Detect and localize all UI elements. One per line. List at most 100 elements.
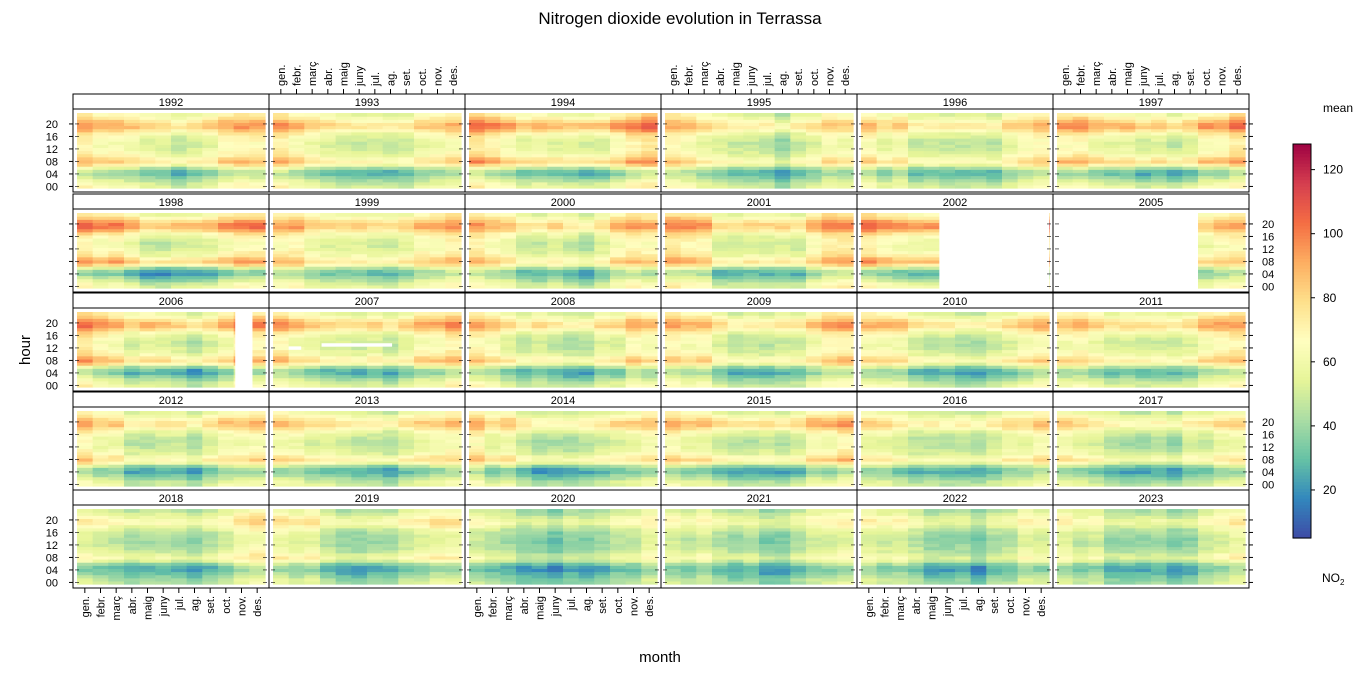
heat-cell (970, 116, 987, 120)
heat-cell (218, 377, 235, 382)
heat-cell (1072, 178, 1089, 183)
heat-cell (171, 358, 188, 363)
heat-cell (202, 131, 219, 136)
heat-cell (516, 321, 533, 326)
heat-cell (790, 119, 807, 123)
heat-cell (382, 241, 399, 245)
heat-cell (429, 355, 446, 360)
heat-cell (680, 266, 697, 270)
heat-cell (273, 358, 290, 363)
heat-cell (92, 330, 109, 335)
heat-cell (351, 228, 368, 233)
heat-cell (77, 122, 94, 127)
heat-cell (547, 119, 564, 123)
heat-cell (531, 256, 548, 261)
heat-cell (837, 318, 854, 322)
heat-cell (876, 216, 893, 220)
heat-cell (77, 263, 94, 267)
heat-cell (908, 150, 925, 155)
heat-cell (202, 247, 219, 252)
heat-cell (1229, 250, 1246, 255)
heat-cell (531, 172, 548, 177)
heat-cell (92, 327, 109, 332)
heat-cell (351, 231, 368, 236)
heat-cell (124, 122, 141, 127)
heat-cell (727, 253, 744, 258)
heat-cell (578, 346, 595, 351)
heat-cell (335, 241, 352, 245)
heat-cell (790, 327, 807, 332)
heat-cell (335, 213, 352, 217)
heat-cell (351, 156, 368, 161)
heat-cell (594, 383, 611, 388)
heat-cell (578, 172, 595, 177)
heat-cell (414, 184, 431, 189)
heat-cell (1135, 163, 1152, 167)
heat-cell (429, 159, 446, 164)
heat-cell (171, 281, 188, 286)
heat-cell (233, 259, 250, 264)
heat-cell (625, 327, 642, 332)
heat-cell (429, 278, 446, 283)
heat-cell (484, 225, 501, 230)
heat-cell (578, 333, 595, 338)
heat-cell (273, 138, 290, 142)
heat-cell (304, 141, 321, 145)
heat-cell (351, 175, 368, 180)
heat-cell (218, 362, 235, 366)
heat-cell (445, 327, 462, 332)
heat-cell (790, 175, 807, 180)
heat-cell (531, 144, 548, 148)
heat-cell (680, 138, 697, 142)
heat-cell (837, 272, 854, 277)
heat-cell (908, 116, 925, 120)
heat-cell (233, 159, 250, 164)
heat-cell (484, 343, 501, 347)
heat-cell (759, 362, 776, 366)
heat-cell (335, 184, 352, 189)
heat-cell (892, 113, 909, 117)
heat-cell (610, 266, 627, 270)
heat-cell (908, 169, 925, 173)
heat-cell (273, 327, 290, 332)
heat-cell (861, 365, 878, 369)
heat-cell (1213, 256, 1230, 261)
heat-cell (500, 166, 517, 170)
heat-cell (821, 380, 838, 385)
heat-cell (759, 330, 776, 335)
heat-cell (367, 225, 384, 230)
heat-cell (186, 266, 203, 270)
heat-cell (641, 315, 658, 319)
heat-cell (876, 225, 893, 230)
heat-cell (625, 340, 642, 344)
heat-cell (77, 281, 94, 286)
heat-cell (124, 219, 141, 223)
heat-cell (1088, 138, 1105, 142)
heat-cell (892, 343, 909, 347)
heat-cell (790, 122, 807, 127)
heat-cell (563, 141, 580, 145)
heat-cell (696, 250, 713, 255)
heat-cell (743, 213, 760, 217)
heat-cell (680, 238, 697, 242)
heat-cell (821, 346, 838, 351)
heat-cell (382, 256, 399, 261)
heat-cell (155, 147, 172, 152)
heat-cell (821, 250, 838, 255)
heat-cell (743, 275, 760, 280)
heat-cell (320, 113, 337, 117)
heat-cell (398, 213, 415, 217)
heat-cell (249, 147, 266, 152)
heat-cell (1166, 116, 1183, 120)
heat-cell (304, 374, 321, 379)
heat-cell (429, 312, 446, 316)
heat-cell (249, 166, 266, 170)
heat-cell (923, 116, 940, 120)
heat-cell (563, 147, 580, 152)
heat-cell (398, 228, 415, 233)
heat-cell (273, 241, 290, 245)
heat-cell (939, 169, 956, 173)
heat-cell (837, 125, 854, 130)
heat-cell (382, 119, 399, 123)
heat-cell (531, 159, 548, 164)
